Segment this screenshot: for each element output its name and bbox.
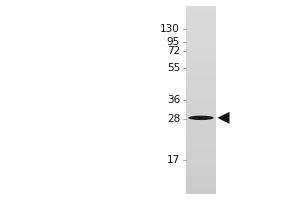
Text: HL60: HL60 xyxy=(186,0,216,2)
Bar xyxy=(186,125,216,131)
Bar xyxy=(186,138,216,144)
Bar xyxy=(186,169,216,175)
Bar xyxy=(186,100,216,106)
Bar xyxy=(186,119,216,125)
Bar xyxy=(186,75,216,81)
Polygon shape xyxy=(218,112,230,124)
Bar xyxy=(186,81,216,87)
Bar xyxy=(186,175,216,181)
Bar xyxy=(186,62,216,69)
Text: 95: 95 xyxy=(167,37,180,47)
Bar xyxy=(186,50,216,56)
Bar xyxy=(186,69,216,75)
Text: 72: 72 xyxy=(167,46,180,56)
Bar xyxy=(186,188,216,194)
Bar xyxy=(186,106,216,113)
Bar xyxy=(186,31,216,37)
Text: 17: 17 xyxy=(167,155,180,165)
Bar xyxy=(186,6,216,12)
Bar xyxy=(186,144,216,150)
Text: 28: 28 xyxy=(167,114,180,124)
Bar xyxy=(186,44,216,50)
Bar xyxy=(186,19,216,25)
Text: 130: 130 xyxy=(160,24,180,34)
Bar xyxy=(186,156,216,163)
Ellipse shape xyxy=(188,116,214,120)
Bar xyxy=(186,163,216,169)
Bar xyxy=(186,25,216,31)
Bar xyxy=(186,150,216,156)
Text: 36: 36 xyxy=(167,95,180,105)
Bar xyxy=(186,94,216,100)
Bar xyxy=(186,113,216,119)
Bar xyxy=(186,37,216,44)
Bar xyxy=(186,87,216,94)
Bar xyxy=(186,131,216,138)
Bar xyxy=(186,56,216,62)
Text: 55: 55 xyxy=(167,63,180,73)
Bar xyxy=(186,181,216,188)
Bar xyxy=(186,12,216,19)
Bar xyxy=(186,6,216,194)
